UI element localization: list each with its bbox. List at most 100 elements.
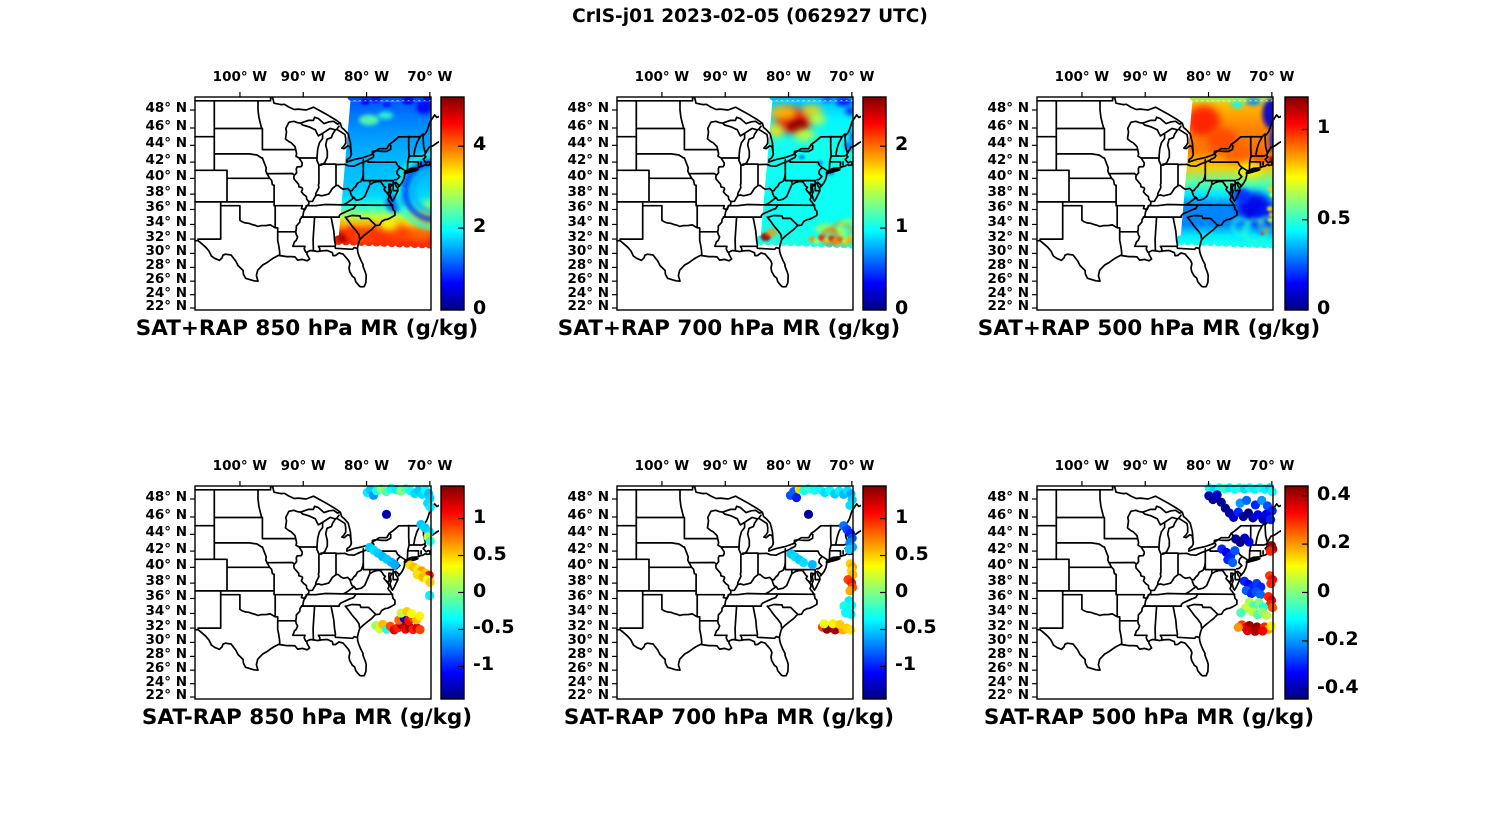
lat-tick-label: 40° N: [567, 168, 609, 185]
lon-tick-label: 80° W: [1185, 69, 1232, 85]
lat-tick-label: 26° N: [987, 660, 1029, 677]
colorbar-tick-label: -0.2: [1317, 627, 1359, 650]
lon-tick-label: 80° W: [1185, 458, 1232, 474]
lat-tick-label: 30° N: [987, 632, 1029, 649]
lat-tick-label: 48° N: [567, 489, 609, 505]
lat-tick-label: 42° N: [987, 541, 1029, 558]
scatter-dots: [785, 484, 858, 635]
lat-tick-label: 24° N: [987, 673, 1029, 690]
lon-tick-label: 70° W: [1249, 69, 1295, 85]
colorbar-sat-plus-500: [1284, 96, 1309, 311]
colorbar-tick-label: 1: [895, 215, 909, 238]
scatter-dots: [362, 483, 435, 635]
lat-tick-label: 32° N: [987, 618, 1029, 635]
lat-tick-label: 34° N: [145, 214, 187, 231]
colorbar-tick-label: -0.5: [895, 616, 937, 639]
lat-tick-label: 30° N: [567, 243, 609, 260]
colorbar-tick-label: 0.5: [1317, 206, 1351, 229]
lat-tick-label: 46° N: [987, 117, 1029, 134]
colorbar-tick-label: 0: [895, 579, 909, 602]
panel-title: SAT+RAP 700 hPa MR (g/kg): [557, 316, 901, 341]
lat-tick-label: 32° N: [567, 618, 609, 635]
lon-tick-label: 70° W: [829, 69, 875, 85]
colorbar-tick-label: 0: [473, 297, 487, 319]
lat-tick-label: 46° N: [567, 506, 609, 523]
colorbar-tick-label: -0.4: [1317, 676, 1359, 699]
colorbar-sat-plus-700: [862, 96, 887, 311]
lat-tick-label: 44° N: [567, 524, 609, 541]
lat-tick-label: 32° N: [987, 229, 1029, 246]
lat-tick-label: 42° N: [987, 152, 1029, 169]
panel-title: SAT-RAP 850 hPa MR (g/kg): [141, 705, 473, 730]
colorbar-sat-plus-850: [440, 96, 465, 311]
lat-tick-label: 48° N: [145, 489, 187, 505]
lat-tick-label: 40° N: [987, 557, 1029, 574]
lat-tick-label: 48° N: [987, 489, 1029, 505]
colorbar-tick-label: 0: [1317, 579, 1331, 602]
lat-tick-label: 28° N: [567, 646, 609, 663]
colorbar-tick-label: 0.5: [473, 542, 507, 565]
lon-tick-label: 100° W: [1054, 458, 1110, 474]
lat-tick-label: 38° N: [987, 184, 1029, 201]
lat-tick-label: 36° N: [567, 588, 609, 605]
lon-tick-label: 90° W: [702, 69, 748, 85]
lat-tick-label: 24° N: [567, 284, 609, 301]
lat-tick-label: 44° N: [567, 135, 609, 152]
lon-tick-label: 90° W: [280, 458, 326, 474]
lat-tick-label: 46° N: [145, 506, 187, 523]
lat-tick-label: 42° N: [145, 541, 187, 558]
lat-tick-label: 36° N: [567, 199, 609, 216]
lat-tick-label: 32° N: [567, 229, 609, 246]
lat-tick-label: 36° N: [987, 588, 1029, 605]
lat-tick-label: 22° N: [567, 687, 609, 704]
map-panel-sat-plus-500: [1032, 92, 1281, 311]
lat-tick-label: 26° N: [987, 271, 1029, 288]
lat-tick-label: 26° N: [567, 271, 609, 288]
lat-tick-label: 38° N: [987, 573, 1029, 590]
colorbar-tick-label: -0.5: [473, 616, 515, 639]
lat-tick-label: 26° N: [567, 660, 609, 677]
lat-tick-label: 22° N: [145, 687, 187, 704]
lat-tick-label: 28° N: [987, 257, 1029, 274]
colorbar-tick-label: 0: [1317, 297, 1331, 319]
lon-tick-label: 70° W: [407, 69, 453, 85]
panel-title: SAT-RAP 500 hPa MR (g/kg): [983, 705, 1315, 730]
lat-tick-label: 36° N: [145, 199, 187, 216]
colorbar-tick-label: 2: [473, 215, 487, 238]
lat-tick-label: 42° N: [145, 152, 187, 169]
lat-tick-label: 44° N: [987, 524, 1029, 541]
colorbar-tick-label: -1: [473, 653, 495, 676]
lat-tick-label: 38° N: [145, 573, 187, 590]
colorbar-tick-label: 4: [473, 133, 487, 156]
colorbar-sat-minus-850: [440, 485, 465, 700]
colorbar-tick-label: 0: [895, 297, 909, 319]
lat-tick-label: 40° N: [145, 168, 187, 185]
lat-tick-label: 36° N: [145, 588, 187, 605]
colorbar-tick-label: 1: [1317, 116, 1331, 139]
lon-tick-label: 100° W: [634, 458, 690, 474]
colorbar-sat-minus-700: [862, 485, 887, 700]
lat-tick-label: 44° N: [145, 524, 187, 541]
colorbar-tick-label: 0.5: [895, 542, 929, 565]
lat-tick-label: 28° N: [145, 257, 187, 274]
lat-tick-label: 28° N: [987, 646, 1029, 663]
lat-tick-label: 30° N: [145, 632, 187, 649]
lat-tick-label: 30° N: [145, 243, 187, 260]
map-panel-sat-minus-500: [1032, 481, 1281, 700]
lat-tick-label: 34° N: [567, 214, 609, 231]
lon-tick-label: 80° W: [765, 69, 812, 85]
panel-title: SAT+RAP 500 hPa MR (g/kg): [977, 316, 1321, 341]
lon-tick-label: 80° W: [343, 69, 390, 85]
lat-tick-label: 46° N: [567, 117, 609, 134]
lat-tick-label: 46° N: [987, 506, 1029, 523]
panel-title: SAT+RAP 850 hPa MR (g/kg): [135, 316, 479, 341]
colorbar-sat-minus-500: [1284, 485, 1309, 700]
lat-tick-label: 38° N: [145, 184, 187, 201]
lat-tick-label: 24° N: [567, 673, 609, 690]
map-panel-sat-plus-850: [190, 92, 439, 311]
lon-tick-label: 100° W: [634, 69, 690, 85]
lat-tick-label: 30° N: [567, 632, 609, 649]
lon-tick-label: 80° W: [765, 458, 812, 474]
lat-tick-label: 36° N: [987, 199, 1029, 216]
map-panel-sat-minus-850: [190, 481, 439, 700]
